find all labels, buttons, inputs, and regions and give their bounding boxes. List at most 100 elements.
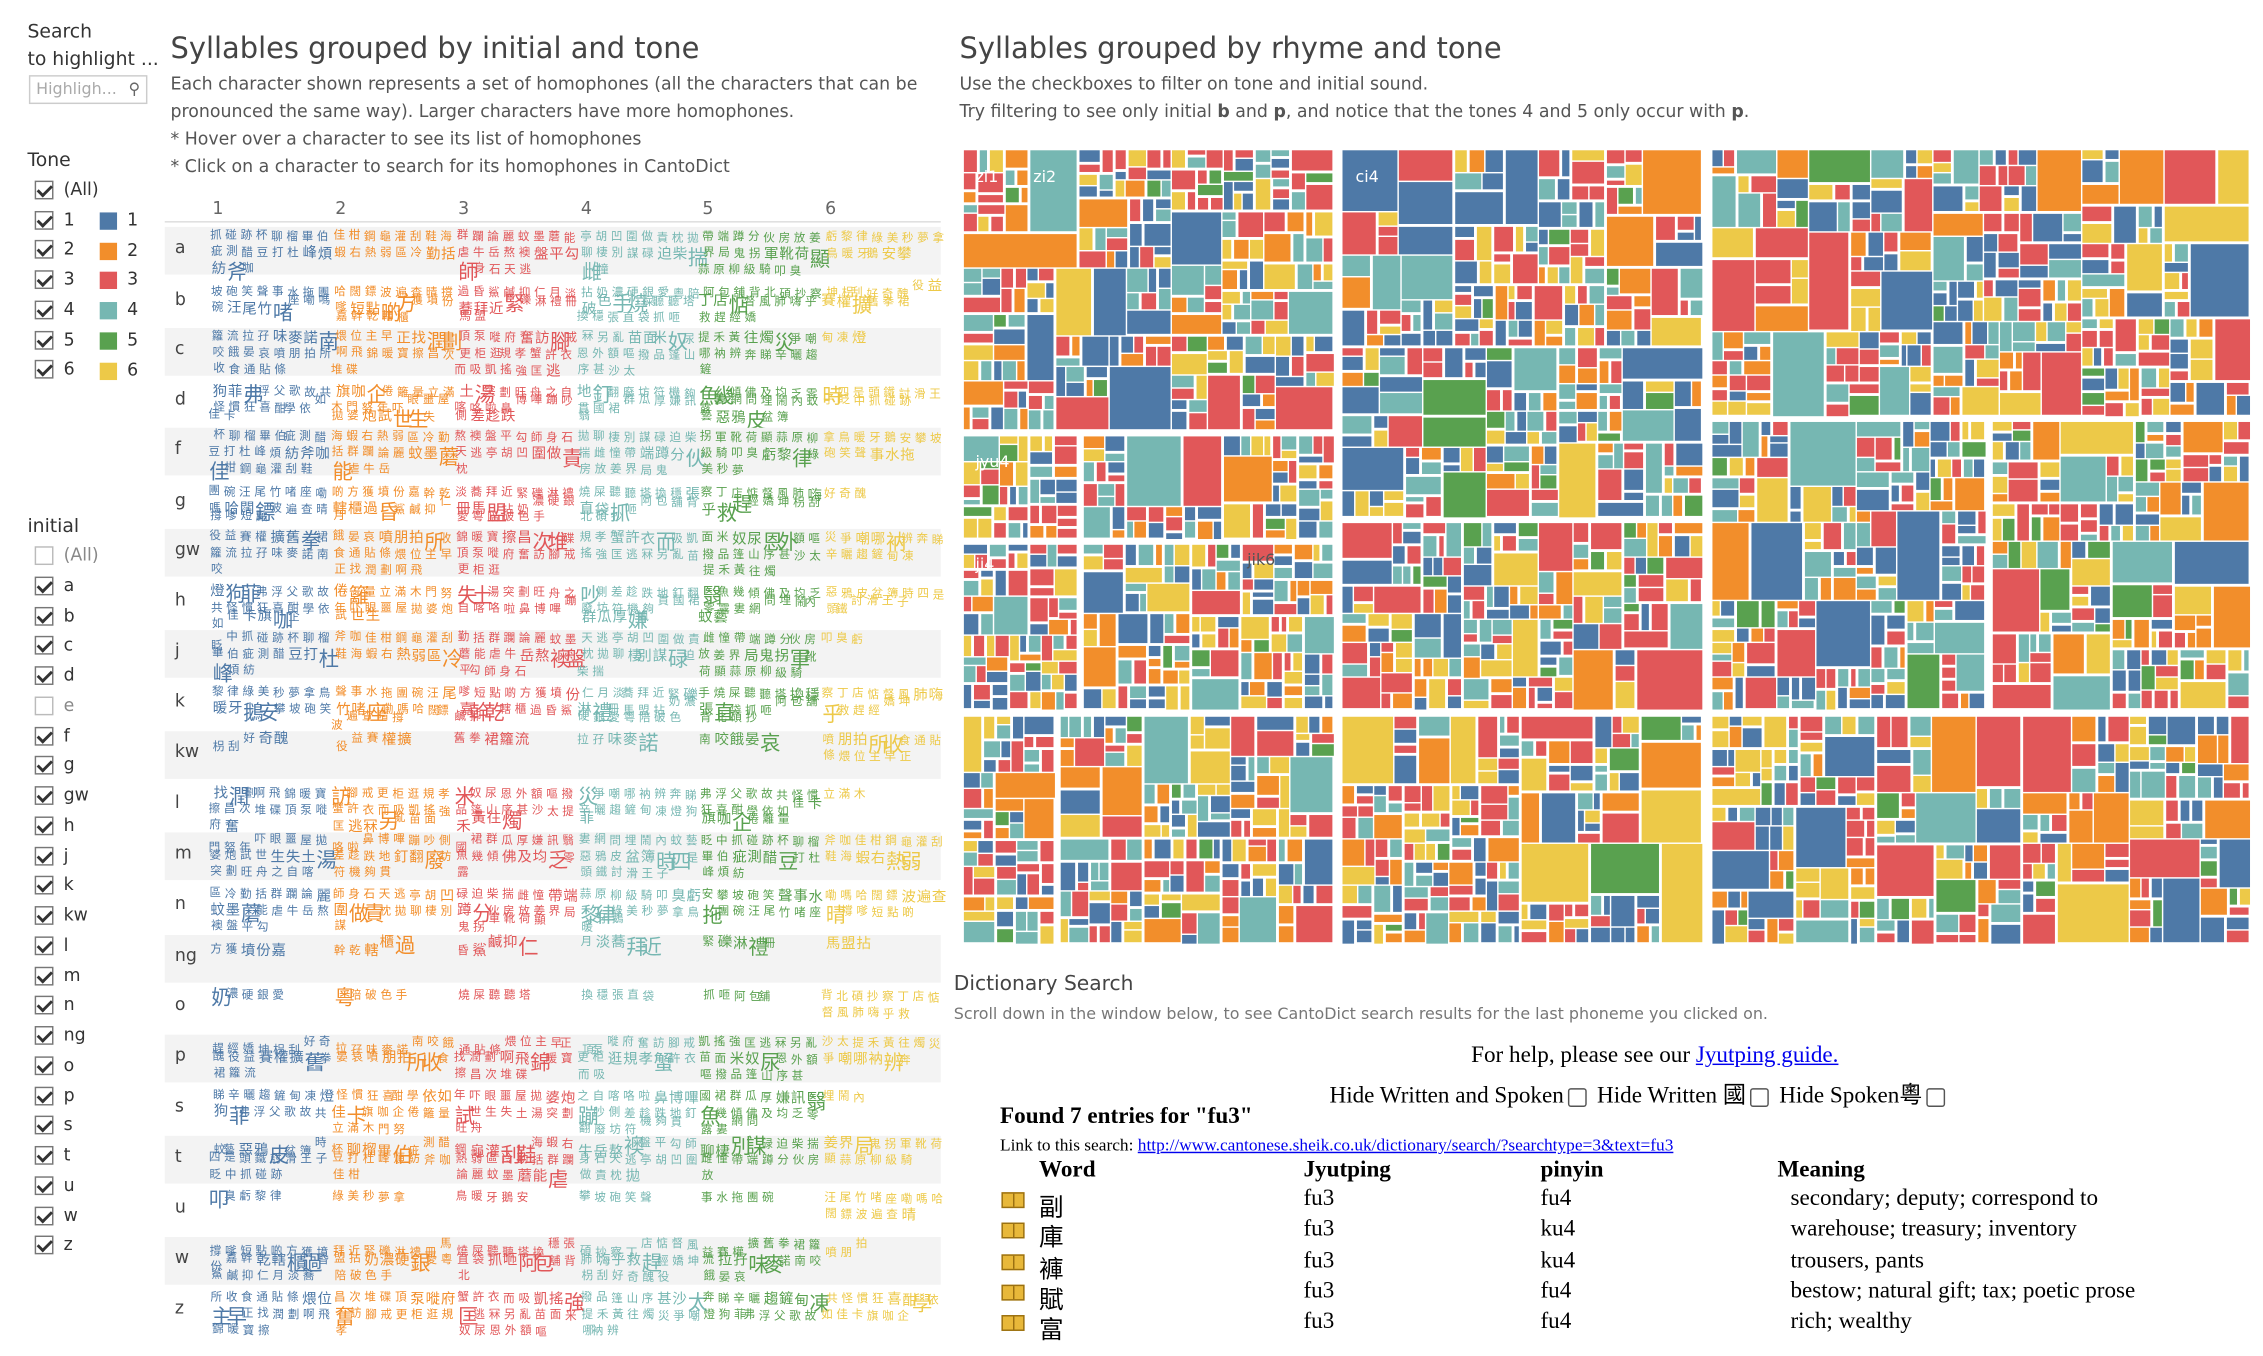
treemap-cell[interactable] (1727, 807, 1738, 821)
treemap-cell[interactable] (1144, 784, 1156, 804)
treemap-cell[interactable] (983, 820, 993, 839)
treemap-cell[interactable] (1454, 150, 1468, 172)
homophone-glyph[interactable]: 直 (623, 311, 635, 324)
homophone-glyph[interactable]: 碰 (255, 1168, 267, 1181)
treemap-cell[interactable] (1451, 818, 1460, 836)
treemap-cell[interactable] (1380, 376, 1422, 392)
treemap-cell[interactable] (1490, 694, 1511, 709)
homophone-glyph[interactable]: 釘 (592, 386, 612, 406)
treemap-cell[interactable] (1626, 150, 1642, 162)
homophone-glyph[interactable]: 勾 (516, 431, 528, 443)
treemap-cell[interactable] (2082, 223, 2112, 243)
homophone-glyph[interactable]: 品 (455, 803, 467, 816)
initial-checkbox-6[interactable] (34, 726, 54, 745)
homophone-glyph[interactable]: 擴 (748, 1238, 760, 1251)
treemap-cell[interactable] (1992, 476, 2007, 493)
treemap-cell[interactable] (1083, 544, 1102, 554)
treemap-cell[interactable] (1964, 360, 1975, 386)
homophone-glyph[interactable]: 衣 (641, 532, 655, 547)
homophone-glyph[interactable]: 陪 (487, 511, 499, 523)
treemap-cell[interactable] (1487, 390, 1501, 411)
treemap-cell[interactable] (1933, 150, 1952, 162)
homophone-glyph[interactable]: 礫 (532, 487, 544, 500)
treemap-cell[interactable] (1531, 445, 1544, 464)
treemap-cell[interactable] (2182, 823, 2203, 838)
treemap-cell[interactable] (1304, 696, 1323, 709)
homophone-glyph[interactable]: 背 (749, 287, 761, 300)
homophone-glyph[interactable]: 昏 (457, 944, 469, 957)
treemap-cell[interactable] (1508, 285, 1515, 300)
homophone-glyph[interactable]: 奔 (670, 789, 682, 802)
treemap-cell[interactable] (2190, 338, 2213, 358)
treemap-cell[interactable] (1539, 523, 1572, 571)
homophone-glyph[interactable]: 藝 (686, 835, 698, 848)
homophone-glyph[interactable]: 乏 (791, 387, 803, 400)
treemap-cell[interactable] (2128, 670, 2141, 692)
treemap-cell[interactable] (1221, 839, 1231, 862)
homophone-glyph[interactable]: 榴 (808, 836, 820, 848)
treemap-cell[interactable] (1099, 174, 1114, 189)
homophone-glyph[interactable]: 甚 (779, 549, 791, 562)
homophone-glyph[interactable]: 綠 (871, 231, 883, 244)
treemap-cell[interactable] (1540, 656, 1557, 665)
treemap-cell[interactable] (1145, 346, 1156, 366)
treemap-cell[interactable] (1897, 512, 1940, 600)
homophone-glyph[interactable]: 木 (331, 401, 343, 414)
homophone-glyph[interactable]: 襖 (211, 920, 223, 933)
treemap-cell[interactable] (1319, 465, 1334, 479)
homophone-glyph[interactable]: 勾 (670, 1137, 682, 1150)
homophone-glyph[interactable]: 舊 (454, 732, 466, 745)
treemap-cell[interactable] (1850, 901, 1858, 918)
treemap-cell[interactable] (2111, 244, 2125, 259)
homophone-glyph[interactable]: 鼻 (519, 603, 531, 615)
treemap-cell[interactable] (1595, 748, 1608, 764)
homophone-glyph[interactable]: 錦 (212, 1323, 224, 1336)
homophone-glyph[interactable]: 喀 (473, 602, 485, 615)
homophone-glyph[interactable]: 豆 (332, 1152, 344, 1164)
treemap-cell[interactable] (1463, 644, 1480, 656)
homophone-glyph[interactable]: 禾 (597, 1308, 609, 1321)
treemap-cell[interactable] (1561, 150, 1570, 177)
homophone-glyph[interactable]: 鬧 (776, 395, 788, 408)
treemap-cell[interactable] (1480, 805, 1507, 820)
treemap-cell[interactable] (1342, 905, 1372, 919)
treemap-cell[interactable] (1224, 172, 1254, 181)
treemap-cell[interactable] (1282, 436, 1297, 449)
treemap-cell[interactable] (1896, 921, 1910, 943)
homophone-glyph[interactable]: 益 (225, 530, 237, 543)
homophone-glyph[interactable]: 學 (303, 603, 315, 615)
homophone-glyph[interactable]: 婁 (716, 1123, 728, 1136)
treemap-cell[interactable] (963, 499, 981, 505)
treemap-cell[interactable] (1256, 775, 1279, 796)
treemap-cell[interactable] (1480, 821, 1500, 836)
homophone-glyph[interactable]: 正 (242, 1307, 254, 1320)
treemap-cell[interactable] (1019, 409, 1027, 430)
treemap-cell[interactable] (1374, 785, 1386, 795)
treemap-cell[interactable] (1156, 209, 1171, 222)
treemap-cell[interactable] (2049, 503, 2060, 515)
treemap-cell[interactable] (1001, 269, 1014, 288)
homophone-glyph[interactable]: 太 (837, 1036, 849, 1049)
treemap-cell[interactable] (1372, 256, 1400, 309)
treemap-cell[interactable] (1418, 737, 1449, 784)
treemap-cell[interactable] (1695, 216, 1702, 241)
homophone-glyph[interactable]: 枕 (456, 463, 468, 475)
homophone-glyph[interactable]: 燭 (913, 1037, 925, 1050)
homophone-glyph[interactable]: 硬 (395, 1253, 409, 1268)
treemap-cell[interactable] (1248, 847, 1266, 862)
homophone-glyph[interactable]: 世 (255, 850, 267, 862)
homophone-glyph[interactable]: 鹹 (227, 1269, 239, 1282)
homophone-glyph[interactable]: 飛 (411, 564, 423, 577)
homophone-glyph[interactable]: 趕 (853, 704, 865, 717)
treemap-cell[interactable] (2054, 302, 2067, 321)
treemap-cell[interactable] (1256, 408, 1275, 419)
homophone-glyph[interactable]: 佛 (502, 850, 516, 865)
treemap-cell[interactable] (1508, 320, 1517, 338)
treemap-cell[interactable] (1442, 448, 1460, 463)
treemap-cell[interactable] (1746, 643, 1776, 664)
treemap-cell[interactable] (1028, 382, 1055, 394)
treemap-cell[interactable] (2053, 634, 2085, 675)
treemap-cell[interactable] (1963, 566, 1971, 583)
treemap-cell[interactable] (963, 297, 1000, 313)
treemap-cell[interactable] (1208, 336, 1225, 350)
